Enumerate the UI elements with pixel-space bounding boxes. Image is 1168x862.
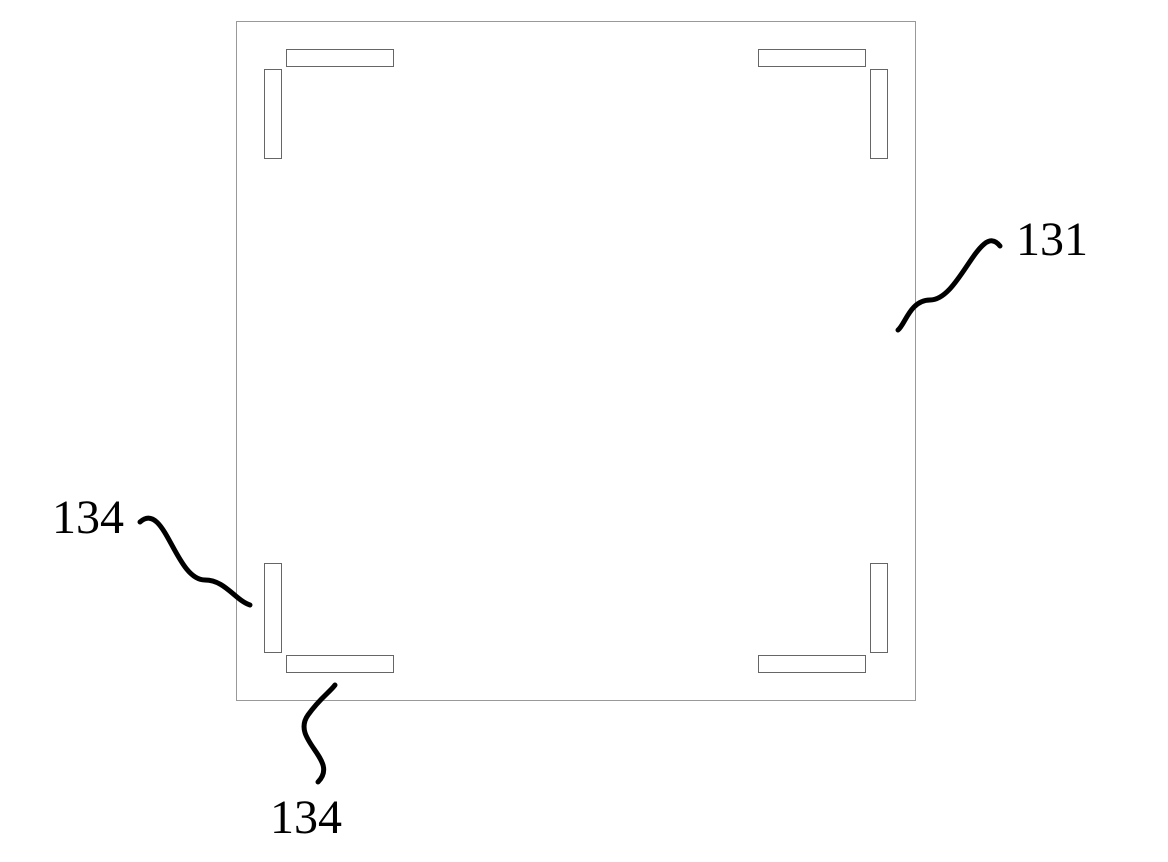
diagram-canvas: 131 134 134: [0, 0, 1168, 862]
label-134-bottom: 134: [270, 790, 342, 845]
leader-131: [898, 241, 1000, 330]
leader-134-left: [140, 518, 250, 605]
label-131: 131: [1016, 212, 1088, 267]
leader-134-bottom: [304, 685, 335, 782]
leader-lines: [0, 0, 1168, 862]
label-134-left: 134: [52, 490, 124, 545]
